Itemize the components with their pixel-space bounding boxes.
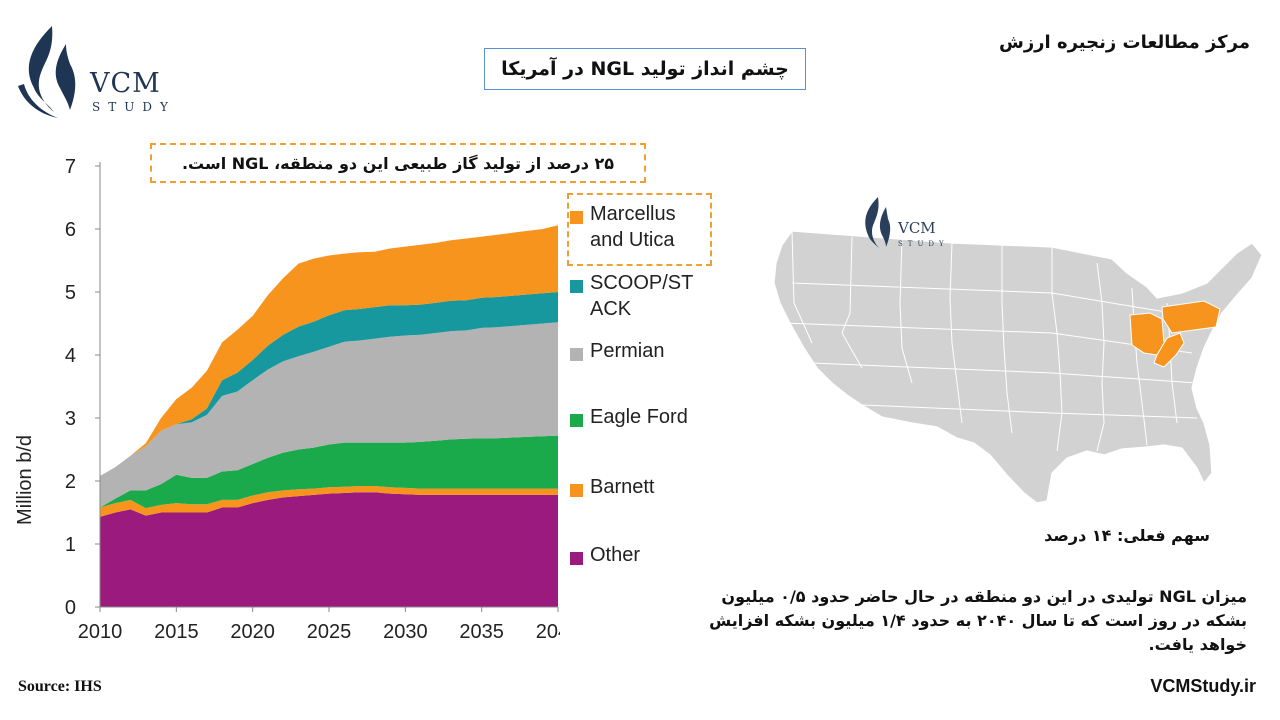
y-tick-label: 2 xyxy=(65,471,76,493)
ngl-production-chart: 0 1 2 3 4 5 6 7 2010 2015 2020 2025 2030 2035 2040 Mil… xyxy=(14,156,560,643)
legend-swatch xyxy=(570,552,583,565)
legend-label: Other xyxy=(590,544,641,566)
marcellus-utica-region xyxy=(1129,300,1221,368)
vcm-logo: VCM STUDY xyxy=(12,22,192,122)
legend-item: Barnett xyxy=(570,474,715,500)
x-tick-label: 2010 xyxy=(78,621,123,643)
legend-swatch xyxy=(570,211,583,224)
legend-item: Permian xyxy=(570,338,715,364)
y-tick-label: 1 xyxy=(65,534,76,556)
chart-areas xyxy=(100,225,558,607)
x-tick-label: 2015 xyxy=(154,621,199,643)
x-tick-label: 2025 xyxy=(307,621,352,643)
legend-item: Eagle Ford xyxy=(570,404,715,430)
us-map-land xyxy=(773,230,1263,504)
legend-item: Marcellus and Utica xyxy=(570,201,715,253)
x-tick-label: 2035 xyxy=(459,621,504,643)
legend-swatch xyxy=(570,280,583,293)
map-logo-subtext: STUDY xyxy=(898,240,949,248)
x-tick-label: 2040 xyxy=(536,621,560,643)
map-watermark-logo: VCM STUDY xyxy=(865,197,949,249)
y-tick-label: 3 xyxy=(65,408,76,430)
website-url: VCMStudy.ir xyxy=(1150,676,1256,696)
pennsylvania-highlight xyxy=(1161,300,1221,334)
legend-label: Marcellus and Utica xyxy=(590,203,676,251)
legend-swatch xyxy=(570,414,583,427)
y-tick-label: 0 xyxy=(65,597,76,619)
area-barnett xyxy=(100,486,558,517)
area-eagle-ford xyxy=(100,435,558,509)
ngl-share-callout: ۲۵ درصد از تولید گاز طبیعی این دو منطقه،… xyxy=(150,143,646,183)
legend-item: SCOOP/ST ACK xyxy=(570,270,715,322)
map-logo-text: VCM xyxy=(897,219,936,237)
y-tick-label: 4 xyxy=(65,345,76,367)
area-permian xyxy=(100,322,558,508)
ngl-forecast-paragraph: میزان NGL تولیدی در این دو منطقه در حال … xyxy=(709,587,1247,654)
area-scoop-stack xyxy=(100,292,558,476)
west-virginia-highlight xyxy=(1153,332,1185,368)
legend-label: Permian xyxy=(590,340,665,362)
area-other xyxy=(100,492,558,607)
legend-label: SCOOP/ST ACK xyxy=(590,272,694,320)
brand-name: مرکز مطالعات زنجیره ارزش xyxy=(998,32,1250,53)
y-tick-label: 5 xyxy=(65,282,76,304)
legend-swatch xyxy=(570,348,583,361)
chart-axes: 0 1 2 3 4 5 6 7 2010 2015 2020 2025 2030 2035 2040 xyxy=(65,156,560,643)
legend-label: Eagle Ford xyxy=(590,406,688,428)
current-share-caption: سهم فعلی: ۱۴ درصد xyxy=(1044,526,1210,545)
legend-item: Other xyxy=(570,542,715,568)
page-title: چشم انداز تولید NGL در آمریکا xyxy=(484,48,806,90)
area-marcellus-and-utica xyxy=(100,225,558,476)
legend-swatch xyxy=(570,484,583,497)
y-tick-label: 6 xyxy=(65,219,76,241)
x-tick-label: 2020 xyxy=(230,621,275,643)
legend-label: Barnett xyxy=(590,476,655,498)
y-tick-label: 7 xyxy=(65,156,76,178)
y-axis-label: Million b/d xyxy=(14,435,36,525)
x-tick-label: 2030 xyxy=(383,621,428,643)
source-note: Source: IHS xyxy=(18,678,102,695)
logo-text: VCM xyxy=(90,68,161,99)
logo-subtext: STUDY xyxy=(92,100,176,114)
legend-highlight-box xyxy=(567,193,712,266)
flame-logo-icon xyxy=(18,26,76,118)
us-map: VCM STUDY xyxy=(773,197,1263,504)
